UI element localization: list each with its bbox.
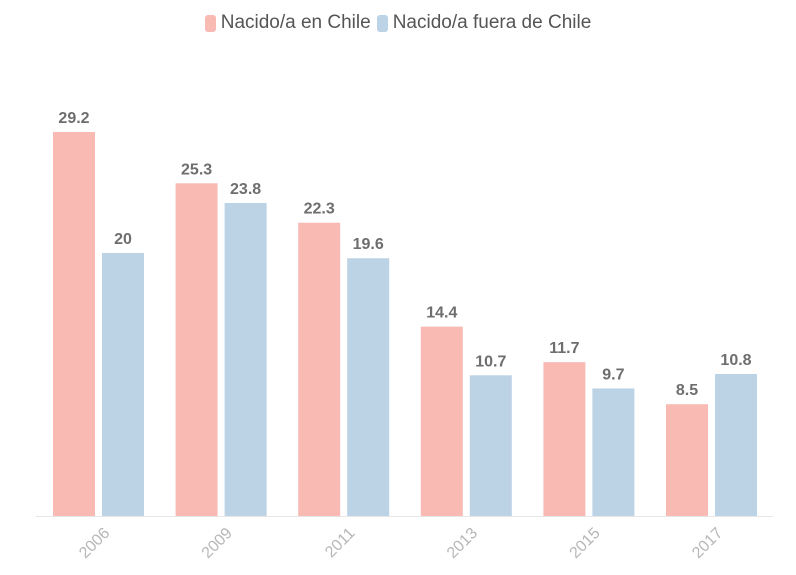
bar-chile-2013[interactable] (420, 326, 463, 516)
data-label-fuera-2006: 20 (114, 231, 132, 248)
bar-fuera-2009[interactable] (224, 203, 267, 516)
data-label-chile-2017: 8.5 (676, 382, 698, 399)
data-label-fuera-2013: 10.7 (475, 353, 506, 370)
legend-swatch-chile (204, 14, 216, 32)
legend-item-fuera[interactable]: Nacido/a fuera de Chile (376, 12, 592, 34)
data-label-chile-2006: 29.2 (58, 110, 89, 127)
bar-chile-2009[interactable] (175, 183, 218, 517)
legend-label-chile: Nacido/a en Chile (220, 12, 371, 33)
data-label-fuera-2017: 10.8 (720, 352, 751, 369)
bar-chile-2006[interactable] (53, 132, 95, 516)
legend: Nacido/a en Chile Nacido/a fuera de Chil… (0, 12, 796, 34)
x-tick-label-2013: 2013 (444, 525, 481, 562)
bar-fuera-2017[interactable] (715, 373, 757, 516)
x-tick-label-2017: 2017 (689, 525, 726, 562)
bar-chile-2017[interactable] (666, 404, 708, 516)
data-label-chile-2013: 14.4 (426, 305, 457, 322)
bar-chile-2015[interactable] (543, 362, 586, 516)
bar-fuera-2013[interactable] (469, 375, 512, 516)
data-label-chile-2015: 11.7 (549, 340, 579, 357)
bar-fuera-2006[interactable] (102, 252, 144, 516)
data-label-fuera-2011: 19.6 (353, 236, 384, 253)
data-label-chile-2009: 25.3 (181, 161, 212, 178)
x-tick-label-2011: 2011 (322, 525, 358, 561)
x-tick-label-2006: 2006 (76, 525, 113, 562)
legend-swatch-fuera (376, 14, 388, 32)
data-label-fuera-2009: 23.8 (230, 181, 261, 198)
x-tick-label-2009: 2009 (199, 525, 236, 562)
data-label-fuera-2015: 9.7 (602, 366, 624, 383)
bar-chile-2011[interactable] (298, 222, 341, 516)
bar-fuera-2011[interactable] (347, 258, 390, 516)
legend-label-fuera: Nacido/a fuera de Chile (392, 12, 592, 33)
data-label-chile-2011: 22.3 (304, 201, 335, 218)
bar-fuera-2015[interactable] (592, 388, 635, 516)
legend-item-chile[interactable]: Nacido/a en Chile (204, 12, 371, 34)
x-tick-label-2015: 2015 (567, 525, 604, 562)
